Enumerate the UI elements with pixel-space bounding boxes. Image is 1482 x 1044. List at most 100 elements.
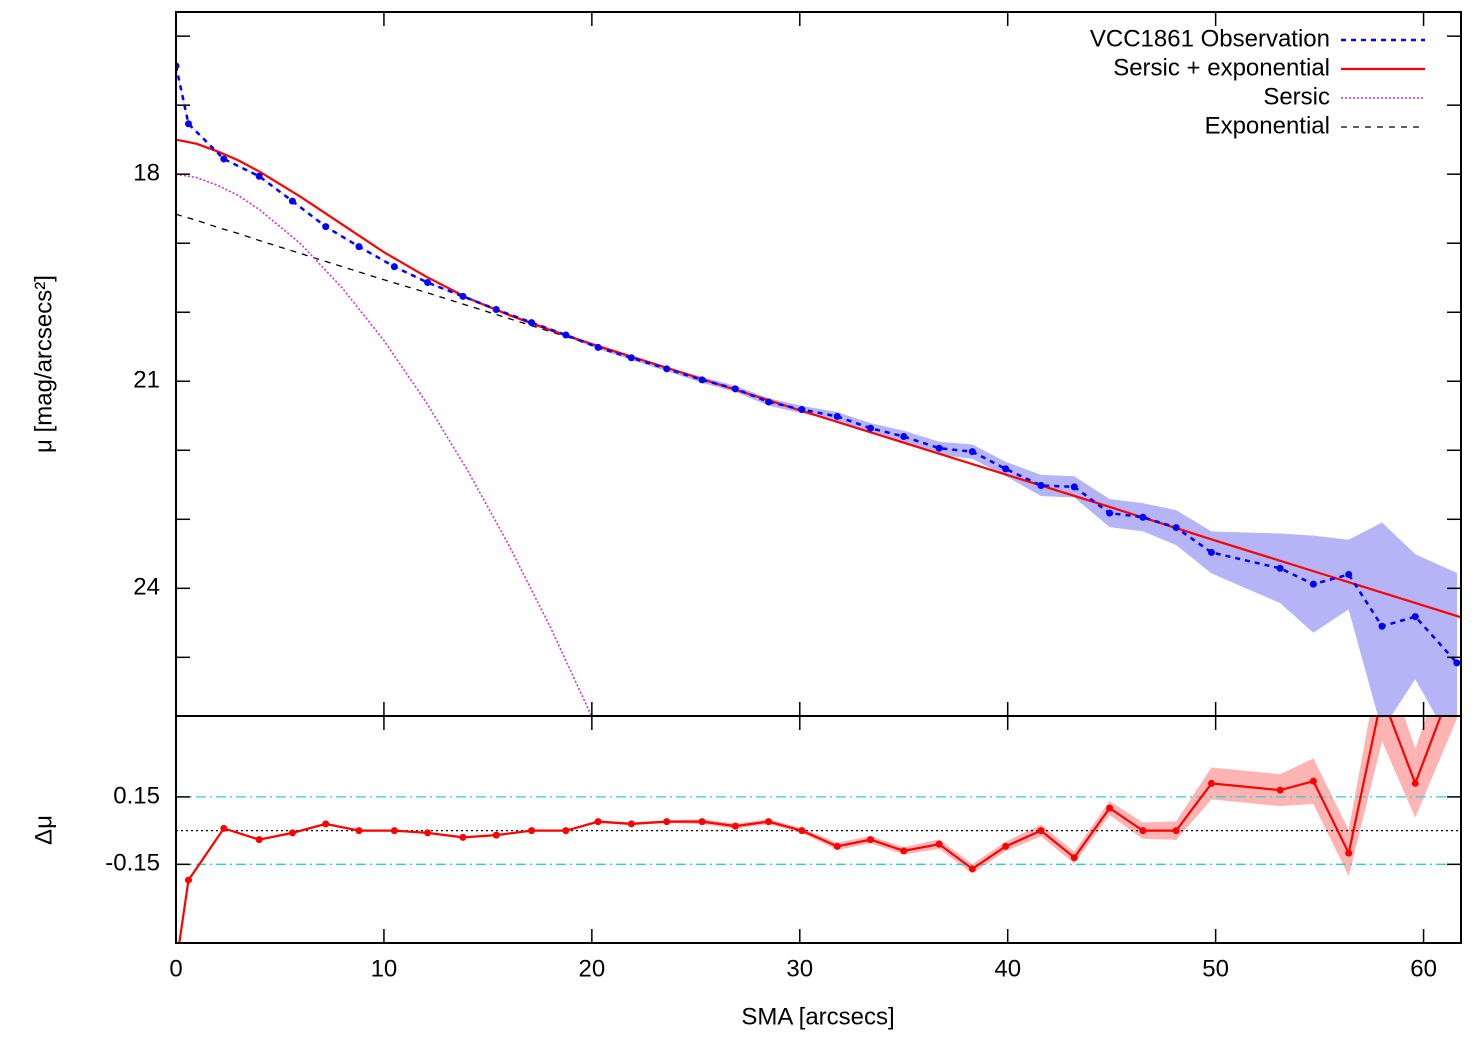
data-point — [459, 833, 467, 841]
data-point — [424, 829, 432, 837]
data-point — [459, 292, 467, 300]
error-band — [1415, 716, 1458, 818]
data-point — [1037, 827, 1045, 835]
data-point — [968, 865, 976, 873]
data-point — [1378, 622, 1386, 630]
data-point — [627, 354, 635, 362]
data-point — [528, 827, 536, 835]
data-point — [528, 319, 536, 327]
data-point — [255, 172, 263, 180]
data-point — [1207, 779, 1215, 787]
x-tick-label: 0 — [169, 955, 182, 982]
data-point — [935, 840, 943, 848]
data-point — [1172, 827, 1180, 835]
plot-frame — [175, 715, 1462, 944]
data-point — [798, 827, 806, 835]
data-point — [833, 842, 841, 850]
x-tick-label: 50 — [1202, 955, 1229, 982]
data-point — [322, 820, 330, 828]
data-point — [562, 331, 570, 339]
y-axis-label: μ [mag/arcsecs²] — [30, 275, 57, 453]
data-point — [866, 424, 874, 432]
data-point — [562, 827, 570, 835]
data-point — [1002, 465, 1010, 473]
x-tick-label: 20 — [579, 955, 606, 982]
data-point — [1037, 481, 1045, 489]
data-point — [1309, 777, 1317, 785]
data-point — [866, 836, 874, 844]
data-point — [1106, 509, 1114, 517]
data-point — [1139, 827, 1147, 835]
data-point — [698, 376, 706, 384]
data-point — [492, 831, 500, 839]
data-point — [1411, 779, 1419, 787]
data-point — [1139, 513, 1147, 521]
error-band — [1415, 554, 1458, 716]
plot-area — [176, 716, 1461, 943]
error-band — [1348, 716, 1383, 876]
error-band — [1175, 509, 1212, 574]
data-point — [1002, 842, 1010, 850]
data-point — [1276, 786, 1284, 794]
error-band — [1381, 522, 1416, 716]
data-point — [627, 820, 635, 828]
data-point — [968, 448, 976, 456]
data-point — [1309, 580, 1317, 588]
plot-area — [176, 62, 1461, 716]
y-axis-label: Δμ — [30, 815, 57, 845]
y-tick-label: 21 — [133, 367, 160, 394]
data-point — [1070, 483, 1078, 491]
y-tick-label: 24 — [133, 574, 160, 601]
x-tick-label: 30 — [786, 955, 813, 982]
data-point — [731, 822, 739, 830]
data-point — [492, 305, 500, 313]
legend-label: Sersic + exponential — [1113, 54, 1330, 81]
data-point — [731, 385, 739, 393]
data-point — [1172, 524, 1180, 532]
data-point — [765, 818, 773, 826]
data-point — [390, 263, 398, 271]
x-tick-label: 60 — [1410, 955, 1437, 982]
error-band — [903, 430, 940, 455]
data-point — [288, 829, 296, 837]
error-band — [1348, 522, 1383, 716]
data-point — [1106, 804, 1114, 812]
data-point — [322, 223, 330, 231]
data-point — [594, 818, 602, 826]
series-line — [176, 173, 593, 716]
data-point — [594, 343, 602, 351]
data-point — [1411, 613, 1419, 621]
data-point — [220, 155, 228, 163]
error-band — [1313, 535, 1349, 633]
data-point — [255, 836, 263, 844]
error-band — [1175, 766, 1212, 841]
series-line — [178, 716, 1442, 943]
y-tick-label: 0.15 — [113, 782, 160, 809]
legend-label: VCC1861 Observation — [1090, 25, 1330, 52]
data-point — [765, 398, 773, 406]
data-point — [698, 818, 706, 826]
x-axis-label: SMA [arcsecs] — [741, 1003, 894, 1030]
x-tick-label: 10 — [371, 955, 398, 982]
data-point — [220, 824, 228, 832]
data-point — [1276, 564, 1284, 572]
data-point — [390, 827, 398, 835]
data-point — [798, 406, 806, 414]
data-point — [1207, 548, 1215, 556]
data-point — [184, 120, 192, 128]
data-point — [424, 279, 432, 287]
data-point — [355, 827, 363, 835]
data-point — [1345, 849, 1353, 857]
legend-label: Sersic — [1263, 83, 1330, 110]
data-point — [355, 243, 363, 251]
y-tick-label: -0.15 — [105, 850, 160, 877]
data-point — [663, 818, 671, 826]
error-band — [972, 444, 1006, 477]
y-tick-label: 18 — [133, 160, 160, 187]
x-tick-label: 40 — [994, 955, 1021, 982]
data-point — [900, 847, 908, 855]
legend-label: Exponential — [1205, 112, 1330, 139]
error-band — [1279, 533, 1314, 634]
data-point — [1070, 854, 1078, 862]
